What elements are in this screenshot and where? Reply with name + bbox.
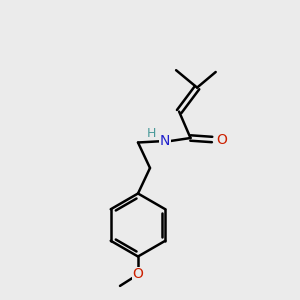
Text: H: H xyxy=(147,127,156,140)
Text: O: O xyxy=(216,133,227,146)
Text: N: N xyxy=(160,134,170,148)
Text: O: O xyxy=(133,268,143,281)
